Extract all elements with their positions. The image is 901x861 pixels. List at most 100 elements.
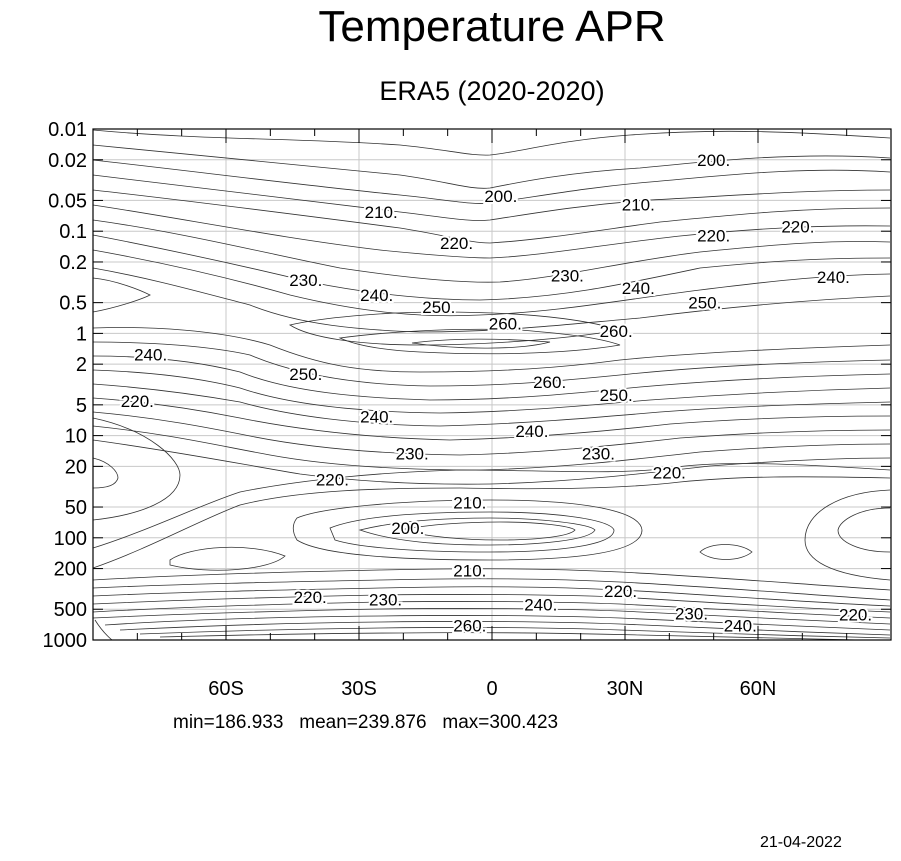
contour-label: 260. <box>600 322 633 341</box>
contour-label: 200. <box>391 519 424 538</box>
contour-line <box>338 328 621 355</box>
contour-label: 230. <box>396 445 429 464</box>
contour-line <box>837 507 891 553</box>
contour-label: 230. <box>582 445 615 464</box>
contour-line <box>292 499 643 561</box>
contour-line <box>139 627 891 639</box>
stats-max: max=300.423 <box>442 712 559 733</box>
y-tick-label: 0.05 <box>48 190 87 212</box>
y-tick-label: 200 <box>54 559 87 581</box>
y-tick-label: 500 <box>54 599 87 621</box>
y-tick-label: 100 <box>54 528 87 550</box>
contour-line <box>699 544 753 560</box>
contour-label: 230. <box>289 271 322 290</box>
contour-line <box>94 619 113 641</box>
y-tick-label: 2 <box>76 354 87 376</box>
contour-line <box>399 521 576 541</box>
x-tick-label: 60N <box>740 678 777 700</box>
x-tick-label: 0 <box>486 678 497 700</box>
contour-line <box>92 608 891 625</box>
contour-label: 220. <box>316 471 349 490</box>
contour-line <box>411 338 551 349</box>
contour-line <box>804 489 891 581</box>
contour-line <box>92 355 891 401</box>
contour-label: 200. <box>697 151 730 170</box>
contour-label: 220. <box>604 582 637 601</box>
contour-label: 260. <box>489 314 522 333</box>
contour-line <box>92 601 891 619</box>
contour-label: 240. <box>360 407 393 426</box>
contour-line <box>92 277 151 313</box>
contour-line <box>92 174 891 221</box>
contour-line <box>92 417 181 521</box>
contour-line <box>169 546 286 571</box>
chart-subtitle: ERA5 (2020-2020) <box>379 76 605 106</box>
contour-label: 250. <box>600 386 633 405</box>
contour-label: 230. <box>675 604 708 623</box>
contour-line <box>92 234 891 301</box>
contour-line <box>92 129 891 156</box>
contour-label: 230. <box>551 266 584 285</box>
contour-label: 210. <box>453 493 486 512</box>
contour-label: 240. <box>622 279 655 298</box>
contour-line <box>92 383 891 427</box>
y-tick-label: 1000 <box>43 630 88 652</box>
x-tick-label: 30S <box>341 678 377 700</box>
contour-line <box>288 311 621 346</box>
axis-ticks <box>93 128 891 641</box>
contour-label: 230. <box>369 590 402 609</box>
contour-line <box>92 369 891 414</box>
x-axis-labels: 60S 30S 0 30N 60N <box>208 678 776 700</box>
contour-label: 220. <box>839 605 872 624</box>
contour-label: 210. <box>453 562 486 581</box>
contour-label: 220. <box>781 218 814 237</box>
contour-line <box>92 476 891 569</box>
y-tick-label: 20 <box>65 456 87 478</box>
contour-line <box>92 586 891 607</box>
contour-label: 210. <box>622 196 655 215</box>
contour-line <box>92 568 891 591</box>
contour-line <box>358 517 596 546</box>
contour-label: 260. <box>453 616 486 635</box>
y-tick-label: 5 <box>76 395 87 417</box>
stats-min: min=186.933 <box>173 712 284 733</box>
contour-label: 250. <box>289 365 322 384</box>
contour-line <box>92 463 891 549</box>
contour-line <box>92 327 891 373</box>
y-tick-label: 0.1 <box>59 221 87 243</box>
contour-line <box>119 621 891 636</box>
y-tick-label: 0.01 <box>48 119 87 141</box>
y-tick-label: 10 <box>65 426 87 448</box>
contour-label: 220. <box>294 588 327 607</box>
x-tick-label: 30N <box>607 678 644 700</box>
y-tick-label: 0.02 <box>48 150 87 172</box>
y-tick-label: 50 <box>65 497 87 519</box>
contour-label: 240. <box>524 596 557 615</box>
contour-label: 220. <box>653 464 686 483</box>
contour-line <box>92 144 891 189</box>
date-stamp: 21-04-2022 <box>760 834 842 851</box>
contour-line <box>329 511 615 553</box>
y-tick-label: 1 <box>76 323 87 345</box>
contour-label: 240. <box>134 345 167 364</box>
contour-line <box>159 632 861 641</box>
contour-line <box>92 204 891 259</box>
stats-line: min=186.933 mean=239.876 max=300.423 <box>173 712 558 734</box>
contour-label: 260. <box>533 373 566 392</box>
contour-line <box>92 457 119 489</box>
contour-label: 240. <box>360 286 393 305</box>
contour-lines <box>92 129 891 641</box>
contour-label: 250. <box>688 294 721 313</box>
contour-label: 220. <box>440 234 473 253</box>
contour-label: 240. <box>724 616 757 635</box>
contour-label: 240. <box>515 422 548 441</box>
y-axis-labels: 0.01 0.02 0.05 0.1 0.2 0.5 1 2 5 10 20 50 100 200 500 1… <box>43 119 88 652</box>
contour-line <box>92 578 891 601</box>
contour-line <box>92 411 891 456</box>
chart-title: Temperature APR <box>318 2 666 51</box>
contour-label: 220. <box>121 392 154 411</box>
contour-label: 200. <box>484 187 517 206</box>
contour-line <box>92 594 891 613</box>
contour-label: 250. <box>422 298 455 317</box>
